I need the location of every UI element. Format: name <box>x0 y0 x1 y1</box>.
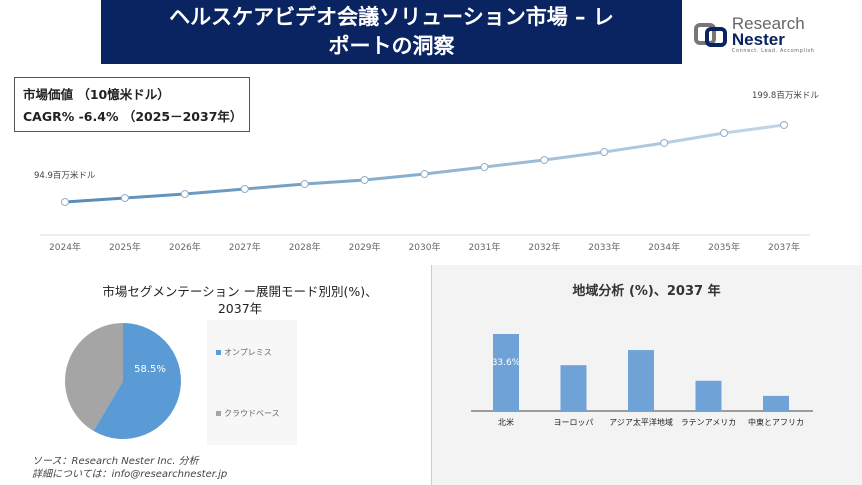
logo-icon <box>694 23 727 47</box>
pie-title-line1: 市場セグメンテーション ー展開モード別別(%)、 <box>102 284 378 299</box>
line-segment <box>304 178 365 186</box>
line-segment <box>184 187 245 196</box>
cagr-label: CAGR% -6.4% （2025－2037年） <box>23 109 243 124</box>
market-value-label: 市場価値 （10憶米ドル） <box>23 87 170 102</box>
logo-name-bold: Nester <box>731 30 785 49</box>
x-tick-label: 2025年 <box>109 241 141 253</box>
line-segment <box>723 123 785 135</box>
bar-data-label: 33.6% <box>492 358 521 368</box>
x-tick-label: 2032年 <box>528 241 560 253</box>
legend-swatch <box>216 350 221 355</box>
data-point <box>420 170 429 179</box>
data-point <box>780 121 788 129</box>
data-point <box>300 180 309 189</box>
line-segment <box>124 192 185 200</box>
x-tick-label: 2028年 <box>289 241 321 253</box>
line-segment <box>364 172 425 182</box>
x-tick-label: ラテンアメリカ <box>681 418 737 427</box>
x-tick-label: 2030年 <box>409 241 441 253</box>
logo-name: Research <box>731 14 805 33</box>
data-point <box>240 185 249 194</box>
bar-title: 地域分析 (%)、2037 年 <box>572 284 721 299</box>
data-point <box>480 162 489 171</box>
logo-tagline: Connect. Lead. Accomplish <box>731 48 815 54</box>
bar <box>560 365 587 411</box>
bar <box>493 334 519 411</box>
x-tick-label: 2035年 <box>708 241 740 253</box>
page-title: ヘルスケアビデオ会議ソリューション市場 – レポートの洞察 <box>101 0 682 64</box>
line-segment <box>544 150 605 162</box>
pie-slice <box>65 323 123 431</box>
kpi-box: 市場価値 （10憶米ドル） CAGR% -6.4% （2025－2037年） <box>14 77 250 132</box>
data-point <box>660 138 669 147</box>
data-point <box>540 156 549 165</box>
pie-slice <box>93 323 181 439</box>
line-chart: 2024年 2025年 2026年 2027年 2028年 2029年 2030年 2031年… <box>34 90 819 253</box>
data-label-last: 199.8百万米ドル <box>752 90 819 101</box>
x-tick-label: 2033年 <box>588 241 620 253</box>
x-tick-label: ヨーロッパ <box>554 418 594 427</box>
pie-title-line2: 2037年 <box>217 301 263 316</box>
x-tick-label: 2024年 <box>49 241 81 253</box>
pie-legend: オンプレミス クラウドベース <box>207 320 297 445</box>
line-segment <box>64 196 126 204</box>
line-segment <box>244 182 305 191</box>
legend-label: オンプレミス <box>224 348 272 357</box>
x-tick-label: 2034年 <box>648 241 680 253</box>
pie-chart: 58.5% <box>65 323 181 439</box>
x-tick-label: 2029年 <box>349 241 381 253</box>
legend-item-cloud: クラウドベース <box>216 408 280 419</box>
x-tick-label: 北米 <box>498 417 514 427</box>
data-point <box>120 194 129 203</box>
legend-item-onprem: オンプレミス <box>216 347 272 358</box>
line-segment <box>604 141 665 154</box>
pie-data-label: 58.5% <box>134 364 166 375</box>
title-line-2: ポートの洞察 <box>328 34 455 58</box>
source-note: ソース：Research Nester Inc. 分析詳細については：info@… <box>32 455 227 481</box>
source-line: ソース：Research Nester Inc. 分析 <box>32 456 199 467</box>
bar-chart: 33.6% 北米 ヨーロッパ アジア太平洋地域 ラテンアメリカ 中東とアフリカ <box>471 334 813 427</box>
x-tick-label: 2037年 <box>768 241 800 253</box>
x-tick-label: アジア太平洋地域 <box>609 417 673 427</box>
logo: Research Nester Connect. Lead. Accomplish <box>694 14 862 54</box>
contact-line: 詳細については：info@researchnester.jp <box>32 469 228 480</box>
data-point <box>720 129 729 138</box>
data-point <box>360 175 369 184</box>
bar <box>628 350 654 411</box>
data-point <box>180 189 189 198</box>
bar <box>695 380 722 411</box>
x-tick-label: 2026年 <box>169 241 201 253</box>
data-point <box>600 148 609 157</box>
title-line-1: ヘルスケアビデオ会議ソリューション市場 – レ <box>169 5 614 29</box>
pie-title: 市場セグメンテーション ー展開モード別別(%)、 2037年 <box>80 283 400 317</box>
line-segment <box>484 158 545 169</box>
bar <box>763 395 789 411</box>
data-point <box>61 198 69 206</box>
x-tick-label: 2031年 <box>468 241 500 253</box>
line-segment <box>663 131 725 145</box>
line-segment <box>424 165 485 176</box>
legend-swatch <box>216 411 221 416</box>
data-label-first: 94.9百万米ドル <box>34 170 96 181</box>
legend-label: クラウドベース <box>224 409 280 418</box>
x-tick-label: 2027年 <box>229 241 261 253</box>
x-tick-label: 中東とアフリカ <box>748 417 804 427</box>
